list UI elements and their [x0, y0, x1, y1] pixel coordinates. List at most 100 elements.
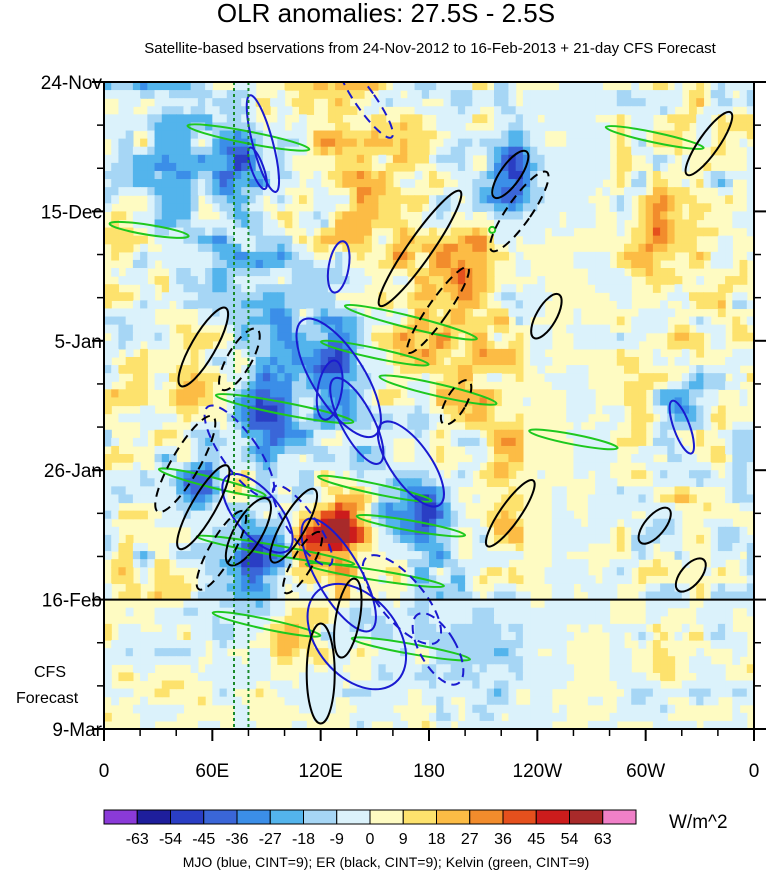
anomaly-cell: [739, 445, 748, 455]
anomaly-cell: [313, 373, 322, 382]
anomaly-cell: [725, 607, 733, 617]
anomaly-cell: [667, 332, 676, 342]
anomaly-cell: [378, 688, 387, 698]
anomaly-cell: [226, 243, 235, 253]
anomaly-cell: [140, 664, 148, 673]
anomaly-cell: [652, 243, 661, 253]
anomaly-cell: [262, 284, 271, 293]
anomaly-cell: [234, 502, 242, 512]
anomaly-cell: [161, 179, 170, 188]
anomaly-cell: [125, 122, 134, 132]
anomaly-cell: [291, 292, 300, 301]
anomaly-cell: [479, 130, 488, 140]
anomaly-cell: [580, 534, 589, 544]
anomaly-cell: [472, 179, 481, 188]
anomaly-cell: [140, 251, 148, 261]
anomaly-cell: [660, 648, 668, 657]
anomaly-cell: [125, 381, 134, 390]
anomaly-cell: [717, 551, 726, 560]
anomaly-cell: [125, 648, 134, 657]
anomaly-cell: [616, 502, 625, 512]
anomaly-cell: [190, 130, 199, 140]
anomaly-cell: [327, 672, 336, 682]
anomaly-cell: [262, 445, 271, 455]
anomaly-cell: [154, 98, 163, 107]
anomaly-cell: [436, 195, 445, 204]
anomaly-cell: [371, 138, 380, 148]
anomaly-cell: [472, 615, 481, 625]
anomaly-cell: [681, 300, 690, 310]
anomaly-cell: [667, 664, 676, 673]
anomaly-cell: [378, 82, 387, 91]
anomaly-cell: [190, 106, 199, 115]
anomaly-cell: [732, 648, 741, 657]
anomaly-cell: [183, 518, 192, 528]
anomaly-cell: [161, 162, 170, 172]
anomaly-cell: [494, 82, 502, 91]
anomaly-cell: [717, 567, 726, 576]
anomaly-cell: [154, 518, 163, 528]
anomaly-cell: [190, 219, 199, 229]
anomaly-cell: [595, 470, 603, 479]
anomaly-cell: [306, 470, 315, 479]
anomaly-cell: [739, 82, 748, 91]
anomaly-cell: [205, 154, 213, 164]
anomaly-cell: [660, 195, 668, 204]
anomaly-cell: [349, 276, 358, 285]
anomaly-cell: [378, 292, 387, 301]
anomaly-cell: [299, 567, 307, 576]
anomaly-cell: [349, 437, 358, 447]
anomaly-cell: [161, 470, 170, 479]
anomaly-cell: [385, 672, 394, 682]
anomaly-cell: [342, 405, 351, 415]
anomaly-cell: [450, 114, 459, 124]
anomaly-cell: [624, 672, 632, 682]
anomaly-cell: [624, 276, 632, 285]
anomaly-cell: [573, 567, 582, 576]
anomaly-cell: [501, 292, 510, 301]
anomaly-cell: [515, 551, 524, 560]
anomaly-cell: [320, 82, 329, 91]
anomaly-cell: [414, 534, 423, 544]
anomaly-cell: [364, 381, 372, 390]
anomaly-cell: [746, 607, 754, 617]
anomaly-cell: [125, 640, 134, 649]
anomaly-cell: [197, 462, 206, 471]
anomaly-cell: [696, 227, 705, 237]
anomaly-cell: [205, 187, 213, 196]
anomaly-cell: [118, 559, 127, 568]
anomaly-cell: [277, 688, 286, 698]
anomaly-cell: [660, 567, 668, 576]
anomaly-cell: [241, 445, 250, 455]
anomaly-cell: [616, 656, 625, 665]
anomaly-cell: [291, 478, 300, 487]
anomaly-cell: [544, 373, 553, 382]
anomaly-cell: [587, 429, 596, 439]
anomaly-cell: [479, 640, 488, 649]
anomaly-cell: [645, 98, 654, 107]
anomaly-cell: [400, 243, 408, 253]
anomaly-cell: [212, 138, 221, 148]
anomaly-cell: [537, 704, 546, 714]
anomaly-cell: [226, 502, 235, 512]
anomaly-cell: [515, 340, 524, 350]
anomaly-cell: [255, 591, 264, 601]
anomaly-cell: [631, 559, 640, 568]
anomaly-cell: [125, 146, 134, 156]
anomaly-cell: [457, 138, 466, 148]
anomaly-cell: [479, 195, 488, 204]
anomaly-cell: [443, 397, 452, 407]
anomaly-cell: [566, 227, 575, 237]
anomaly-cell: [111, 332, 120, 342]
anomaly-cell: [313, 510, 322, 520]
anomaly-cell: [595, 162, 603, 172]
anomaly-cell: [443, 268, 452, 277]
anomaly-cell: [457, 591, 466, 601]
anomaly-cell: [342, 518, 351, 528]
anomaly-cell: [356, 154, 365, 164]
anomaly-cell: [132, 154, 141, 164]
anomaly-cell: [450, 623, 459, 633]
anomaly-cell: [176, 90, 185, 99]
anomaly-cell: [349, 179, 358, 188]
anomaly-cell: [140, 259, 148, 269]
